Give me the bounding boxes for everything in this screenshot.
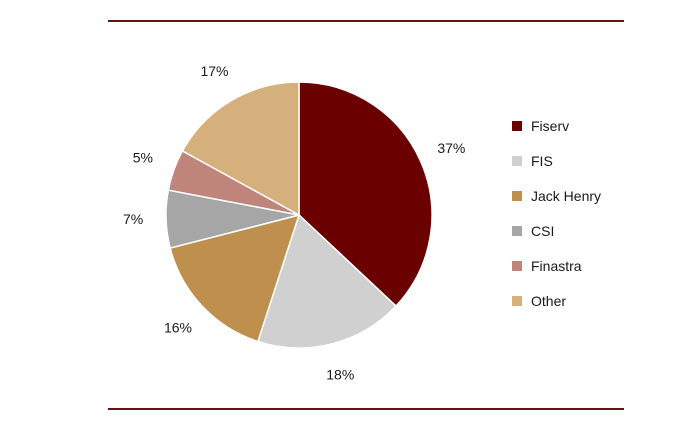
legend-label: CSI — [531, 223, 555, 239]
pie-slice-fis — [256, 213, 398, 349]
data-label-fiserv: 37% — [437, 140, 465, 156]
data-label-other: 17% — [200, 63, 228, 79]
data-label-csi: 7% — [123, 211, 143, 227]
data-label-finastra: 5% — [133, 149, 153, 165]
legend-label: Jack Henry — [531, 188, 602, 204]
pie-slice-other — [181, 81, 300, 217]
bottom-divider — [108, 408, 624, 410]
legend-item-fiserv: Fiserv — [512, 116, 601, 136]
top-divider — [108, 20, 624, 22]
pie-labels: 37% 18% 16% 7% 5% 17% — [123, 63, 465, 383]
legend-swatch — [512, 226, 522, 236]
legend-label: Fiserv — [531, 118, 570, 134]
data-label-jack-henry: 16% — [164, 319, 192, 335]
legend-swatch — [512, 191, 522, 201]
legend-item-fis: FIS — [512, 151, 601, 171]
pie-slices — [165, 81, 433, 349]
legend-item-csi: CSI — [512, 221, 601, 241]
data-label-fis: 18% — [326, 366, 354, 382]
legend-item-other: Other — [512, 291, 601, 311]
pie-slice-jack-henry — [169, 213, 301, 343]
legend-swatch — [512, 156, 522, 166]
legend-swatch — [512, 121, 522, 131]
legend-label: FIS — [531, 153, 553, 169]
legend-label: Finastra — [531, 258, 582, 274]
chart-legend: Fiserv FIS Jack Henry CSI Finastra Other — [512, 116, 601, 326]
legend-item-finastra: Finastra — [512, 256, 601, 276]
legend-swatch — [512, 261, 522, 271]
pie-slice-fiserv — [298, 81, 433, 308]
legend-label: Other — [531, 293, 567, 309]
legend-item-jack-henry: Jack Henry — [512, 186, 601, 206]
legend-swatch — [512, 296, 522, 306]
